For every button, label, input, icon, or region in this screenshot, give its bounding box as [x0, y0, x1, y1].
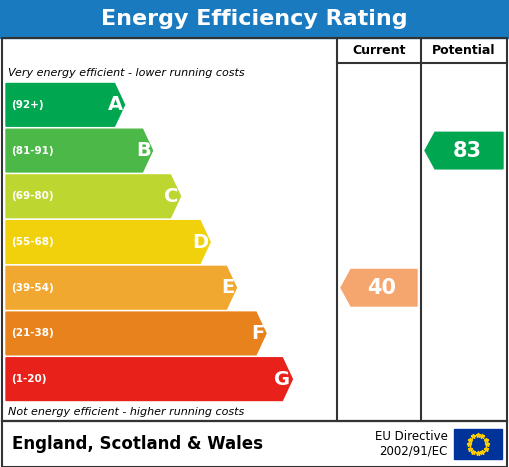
Bar [2, 421, 507, 467]
Text: C: C [164, 187, 179, 206]
Bar [0, 0, 509, 38]
Text: (21-38): (21-38) [11, 328, 54, 339]
Text: Not energy efficient - higher running costs: Not energy efficient - higher running co… [8, 407, 244, 417]
Text: Very energy efficient - lower running costs: Very energy efficient - lower running co… [8, 68, 245, 78]
Text: 2002/91/EC: 2002/91/EC [380, 445, 448, 458]
Polygon shape [341, 269, 417, 306]
Text: England, Scotland & Wales: England, Scotland & Wales [12, 435, 263, 453]
Text: Potential: Potential [432, 44, 496, 57]
Bar [454, 429, 502, 459]
Text: (1-20): (1-20) [11, 374, 46, 384]
Text: (81-91): (81-91) [11, 146, 53, 156]
Text: Current: Current [352, 44, 406, 57]
Polygon shape [6, 312, 266, 355]
Polygon shape [6, 266, 236, 309]
Text: E: E [221, 278, 235, 297]
Text: A: A [107, 95, 123, 114]
Text: 40: 40 [367, 278, 397, 298]
Polygon shape [6, 84, 125, 126]
Polygon shape [425, 132, 503, 169]
Polygon shape [6, 129, 153, 172]
Bar [2, 38, 507, 421]
Text: EU Directive: EU Directive [375, 431, 448, 444]
Text: (55-68): (55-68) [11, 237, 54, 247]
Text: 83: 83 [453, 141, 482, 161]
Polygon shape [6, 358, 292, 401]
Text: Energy Efficiency Rating: Energy Efficiency Rating [101, 9, 408, 29]
Text: (39-54): (39-54) [11, 283, 54, 293]
Text: (69-80): (69-80) [11, 191, 53, 201]
Text: B: B [136, 141, 151, 160]
Text: G: G [274, 370, 290, 389]
Text: (92+): (92+) [11, 100, 44, 110]
Text: D: D [192, 233, 208, 252]
Polygon shape [6, 175, 181, 218]
Polygon shape [6, 220, 210, 263]
Text: F: F [251, 324, 264, 343]
